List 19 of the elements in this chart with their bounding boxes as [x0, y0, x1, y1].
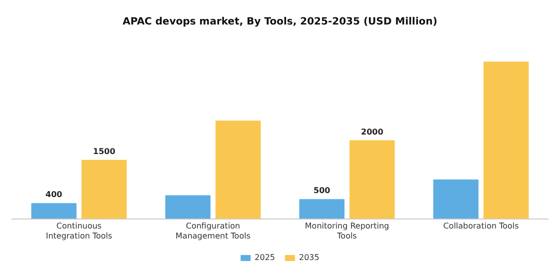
data-label: 400 — [46, 190, 63, 200]
x-tick-label: Continuous Integration Tools — [46, 222, 112, 240]
chart-title: APAC devops market, By Tools, 2025-2035 (USD Million) — [122, 16, 438, 28]
bar — [82, 160, 127, 219]
data-label: 1500 — [92, 146, 116, 156]
x-tick-label: Configuration Management Tools — [176, 222, 250, 240]
bar — [165, 195, 210, 219]
bar — [433, 180, 478, 219]
data-label: 500 — [314, 186, 331, 196]
legend-label: 2025 — [254, 253, 275, 262]
x-tick-label: Collaboration Tools — [443, 222, 519, 231]
data-label: 2000 — [360, 127, 384, 136]
bar — [216, 120, 261, 219]
bar — [484, 62, 529, 219]
x-tick-label: Monitoring Reporting Tools — [304, 222, 390, 240]
bar — [31, 203, 76, 219]
bar — [299, 199, 344, 219]
legend-label: 2035 — [299, 253, 320, 262]
bar — [350, 140, 395, 219]
